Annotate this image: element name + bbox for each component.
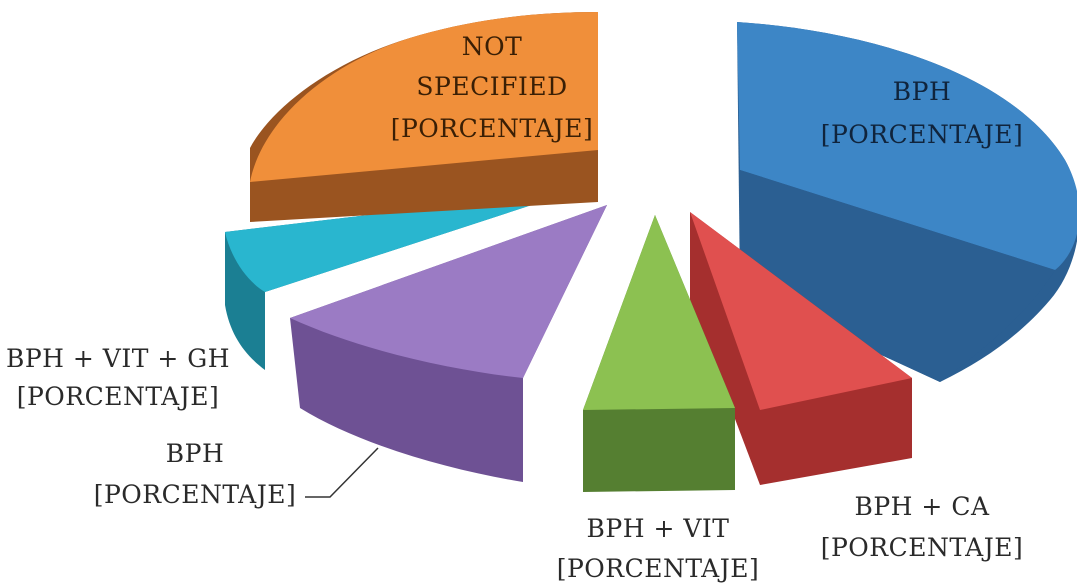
label-not-specified-line2: SPECIFIED bbox=[416, 72, 567, 101]
label-not-specified-line3: [PORCENTAJE] bbox=[391, 114, 594, 143]
slice-label-bph-main: BPH [PORCENTAJE] bbox=[821, 77, 1024, 149]
label-bph-ca-line1: BPH + CA bbox=[854, 492, 989, 521]
label-bph-secondary-line1: BPH bbox=[166, 439, 225, 468]
label-bph-vit-gh-line1: BPH + VIT + GH bbox=[6, 344, 230, 373]
pie-slice-bph-secondary bbox=[290, 205, 607, 482]
pie-slice-bph-vit bbox=[583, 215, 735, 492]
label-bph-main-line1: BPH bbox=[893, 77, 952, 106]
pie-slice-bph-main bbox=[737, 22, 1077, 382]
label-bph-secondary-line2: [PORCENTAJE] bbox=[94, 480, 297, 509]
label-bph-vit-gh-line2: [PORCENTAJE] bbox=[17, 382, 220, 411]
pie-slice-not-specified bbox=[250, 12, 598, 222]
leader-line-bph-secondary bbox=[305, 447, 379, 498]
label-bph-main-line2: [PORCENTAJE] bbox=[821, 120, 1024, 149]
pie-slice-bph-vit-gh bbox=[225, 190, 578, 370]
label-bph-vit-line1: BPH + VIT bbox=[587, 514, 730, 543]
slice-label-bph-ca: BPH + CA [PORCENTAJE] bbox=[821, 492, 1024, 562]
label-bph-vit-line2: [PORCENTAJE] bbox=[557, 554, 760, 583]
pie-slice-bph-ca bbox=[690, 212, 912, 485]
slice-label-not-specified: NOT SPECIFIED [PORCENTAJE] bbox=[391, 32, 594, 143]
slice-label-bph-vit-gh: BPH + VIT + GH [PORCENTAJE] bbox=[6, 344, 230, 411]
slice-label-bph-vit: BPH + VIT [PORCENTAJE] bbox=[557, 514, 760, 583]
slice-label-bph-secondary: BPH [PORCENTAJE] bbox=[94, 439, 297, 509]
label-bph-ca-line2: [PORCENTAJE] bbox=[821, 533, 1024, 562]
label-not-specified-line1: NOT bbox=[462, 32, 523, 61]
